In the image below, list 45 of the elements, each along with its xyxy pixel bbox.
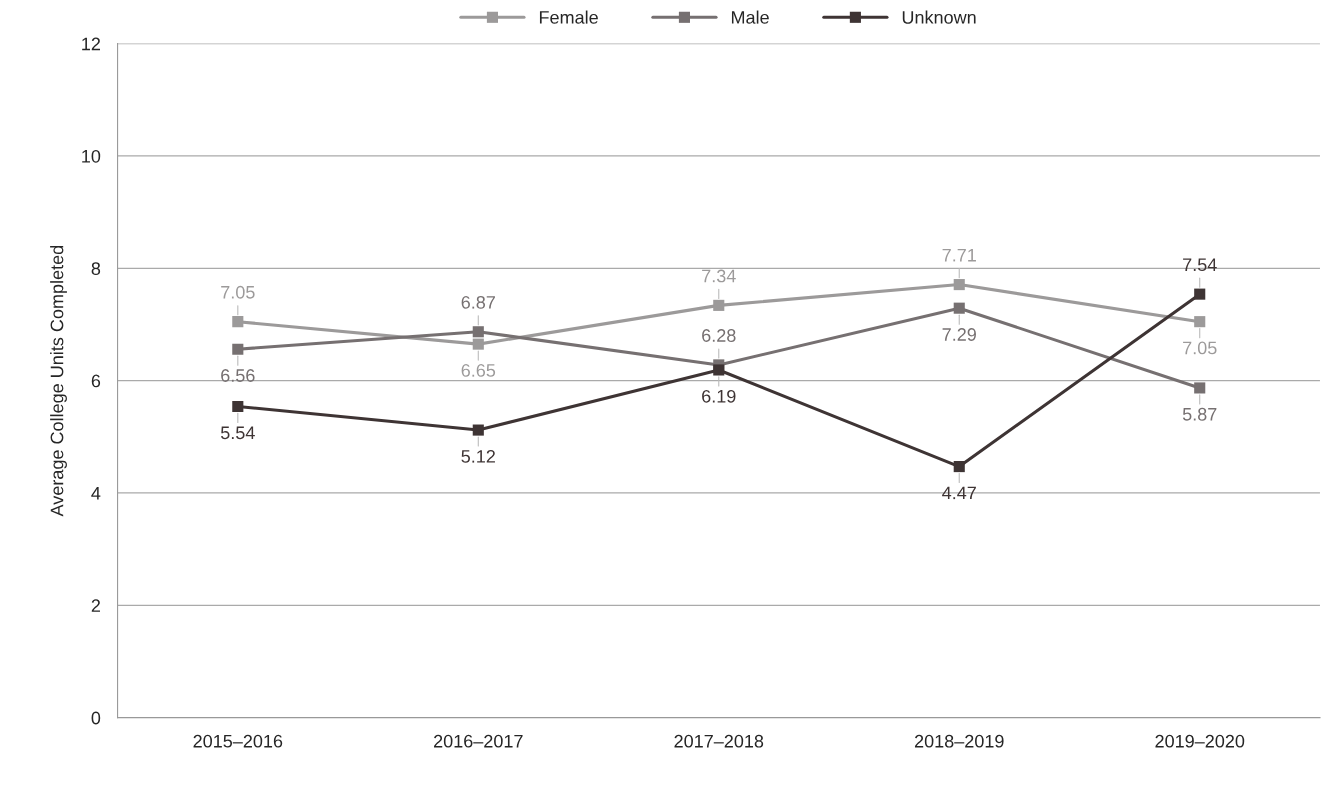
x-tick-label: 2018–2019 [914,734,1004,748]
point [1194,382,1206,394]
data-label: 7.29 [942,328,976,341]
point [713,299,725,311]
y-axis-title: Average College Units Completed [50,245,67,517]
legend-label: Female [539,10,598,24]
data-label: 6.19 [702,389,736,403]
point [232,400,244,413]
y-tick-label: 6 [91,374,101,388]
point [472,424,484,436]
data-label: 6.87 [461,295,495,309]
x-tick-label: 2017–2018 [674,734,764,748]
y-tick-label: 4 [91,487,101,500]
data-label: 7.05 [1183,341,1217,355]
point [232,343,244,355]
point [953,461,965,473]
y-tick-label: 2 [91,599,100,612]
point [472,338,484,350]
x-tick-label: 2016–2017 [434,734,523,748]
y-tick-label: 8 [91,262,101,276]
y-tick-label: 12 [82,37,100,51]
x-tick-label: 2015–2016 [193,734,283,748]
legend-label: Unknown [902,10,976,24]
y-tick-label: 10 [82,149,101,163]
legend-label: Male [731,10,769,24]
data-label: 7.34 [702,269,736,283]
data-label: 7.05 [221,285,255,299]
point [953,302,965,314]
data-label: 5.54 [220,426,255,440]
data-label: 6.56 [221,369,255,382]
data-label: 5.12 [461,449,495,463]
point [472,326,484,338]
point [953,279,965,291]
data-label: 7.71 [942,248,976,262]
point [232,316,244,328]
point [713,364,725,376]
data-label: 5.87 [1182,407,1217,421]
point [1194,316,1206,328]
data-label: 4.47 [942,486,976,500]
y-tick-label: 0 [91,711,101,725]
data-label: 7.54 [1183,258,1217,272]
data-label: 6.65 [461,364,496,377]
x-tick-label: 2019–2020 [1155,734,1245,748]
data-label: 6.28 [702,329,736,342]
point [1194,288,1206,300]
